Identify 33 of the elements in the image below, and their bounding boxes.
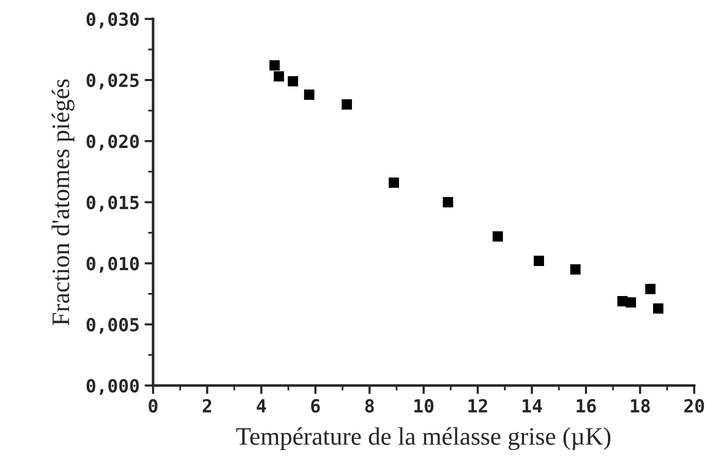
x-tick-label: 0 <box>148 399 158 413</box>
point <box>288 76 298 86</box>
point <box>442 197 454 208</box>
x-tick-label: 16 <box>576 399 596 413</box>
point <box>534 256 544 266</box>
x-tick-label: 20 <box>684 399 704 413</box>
point <box>342 99 352 110</box>
y-tick-label: 0,025 <box>86 73 139 90</box>
point <box>492 231 503 242</box>
x-axis-title: Température de la mélasse grise (µK) <box>236 427 610 450</box>
point <box>274 71 284 82</box>
y-tick-label: 0,020 <box>86 134 139 150</box>
x-tick-label: 8 <box>365 399 374 413</box>
x-tick-label: 2 <box>202 399 212 412</box>
y-tick-label: 0,015 <box>86 196 139 212</box>
point <box>645 284 656 294</box>
x-tick-label: 10 <box>414 399 434 413</box>
point <box>269 60 280 71</box>
point <box>304 90 314 100</box>
x-tick-label: 6 <box>311 399 320 413</box>
point <box>570 264 581 275</box>
x-tick-label: 4 <box>256 399 266 412</box>
point <box>653 303 664 314</box>
x-tick-label: 12 <box>468 399 488 412</box>
y-tick-label: 0,030 <box>86 12 139 28</box>
point <box>626 297 636 308</box>
y-axis-title: Fraction d'atomes piégés <box>52 79 74 326</box>
x-tick-label: 14 <box>522 399 542 412</box>
point <box>388 178 400 188</box>
y-tick-label: 0,005 <box>86 318 139 334</box>
y-tick-label: 0,010 <box>86 256 139 273</box>
y-tick-label: 0,000 <box>86 378 139 395</box>
x-tick-label: 18 <box>630 399 650 413</box>
